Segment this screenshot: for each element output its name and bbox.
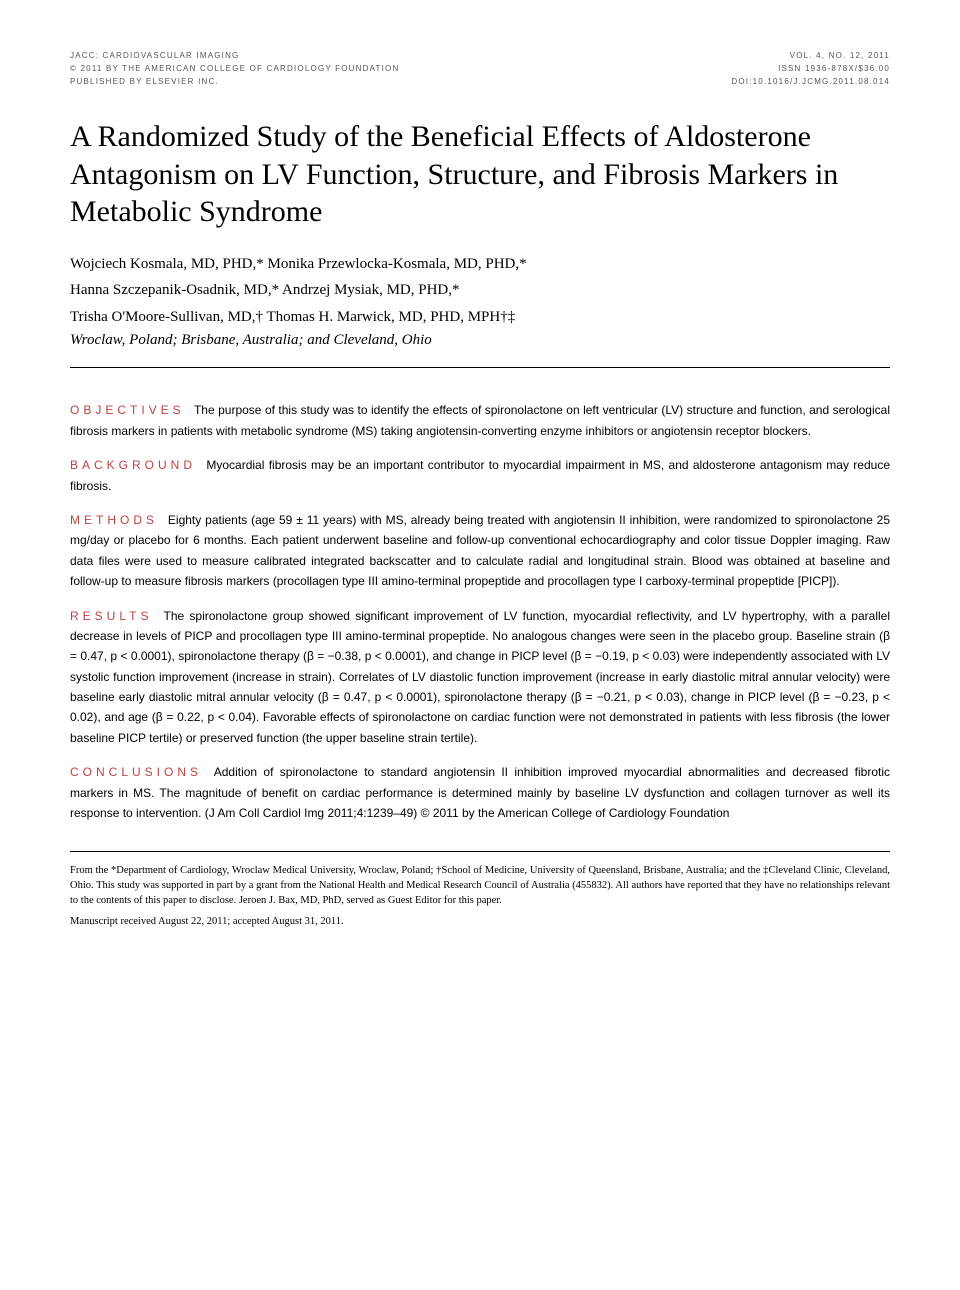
- objectives-label: OBJECTIVES: [70, 403, 185, 417]
- methods-section: METHODS Eighty patients (age 59 ± 11 yea…: [70, 510, 890, 592]
- journal-header: JACC: CARDIOVASCULAR IMAGING © 2011 BY T…: [70, 50, 890, 88]
- methods-label: METHODS: [70, 513, 158, 527]
- results-label: RESULTS: [70, 609, 152, 623]
- background-label: BACKGROUND: [70, 458, 196, 472]
- header-left-block: JACC: CARDIOVASCULAR IMAGING © 2011 BY T…: [70, 50, 399, 88]
- top-divider: [70, 367, 890, 368]
- manuscript-date: Manuscript received August 22, 2011; acc…: [70, 916, 890, 927]
- conclusions-section: CONCLUSIONS Addition of spironolactone t…: [70, 762, 890, 823]
- doi-line: DOI:10.1016/j.jcmg.2011.08.014: [731, 76, 890, 89]
- article-title: A Randomized Study of the Beneficial Eff…: [70, 118, 890, 231]
- objectives-section: OBJECTIVES The purpose of this study was…: [70, 400, 890, 441]
- results-text: The spironolactone group showed signific…: [70, 609, 890, 745]
- authors-line-2: Hanna Szczepanik-Osadnik, MD,* Andrzej M…: [70, 279, 890, 302]
- authors-line-3: Trisha O'Moore-Sullivan, MD,† Thomas H. …: [70, 306, 890, 329]
- publisher-line: PUBLISHED BY ELSEVIER INC.: [70, 76, 399, 89]
- objectives-text: The purpose of this study was to identif…: [70, 403, 890, 437]
- header-right-block: VOL. 4, NO. 12, 2011 ISSN 1936-878X/$36.…: [731, 50, 890, 88]
- affiliation-note: From the *Department of Cardiology, Wroc…: [70, 864, 890, 908]
- conclusions-label: CONCLUSIONS: [70, 765, 202, 779]
- bottom-divider: [70, 851, 890, 852]
- volume-line: VOL. 4, NO. 12, 2011: [731, 50, 890, 63]
- affiliations: Wroclaw, Poland; Brisbane, Australia; an…: [70, 332, 890, 349]
- results-section: RESULTS The spironolactone group showed …: [70, 606, 890, 749]
- methods-text: Eighty patients (age 59 ± 11 years) with…: [70, 513, 890, 588]
- journal-name: JACC: CARDIOVASCULAR IMAGING: [70, 50, 399, 63]
- authors-line-1: Wojciech Kosmala, MD, PHD,* Monika Przew…: [70, 253, 890, 276]
- background-section: BACKGROUND Myocardial fibrosis may be an…: [70, 455, 890, 496]
- issn-line: ISSN 1936-878X/$36.00: [731, 63, 890, 76]
- copyright-line: © 2011 BY THE AMERICAN COLLEGE OF CARDIO…: [70, 63, 399, 76]
